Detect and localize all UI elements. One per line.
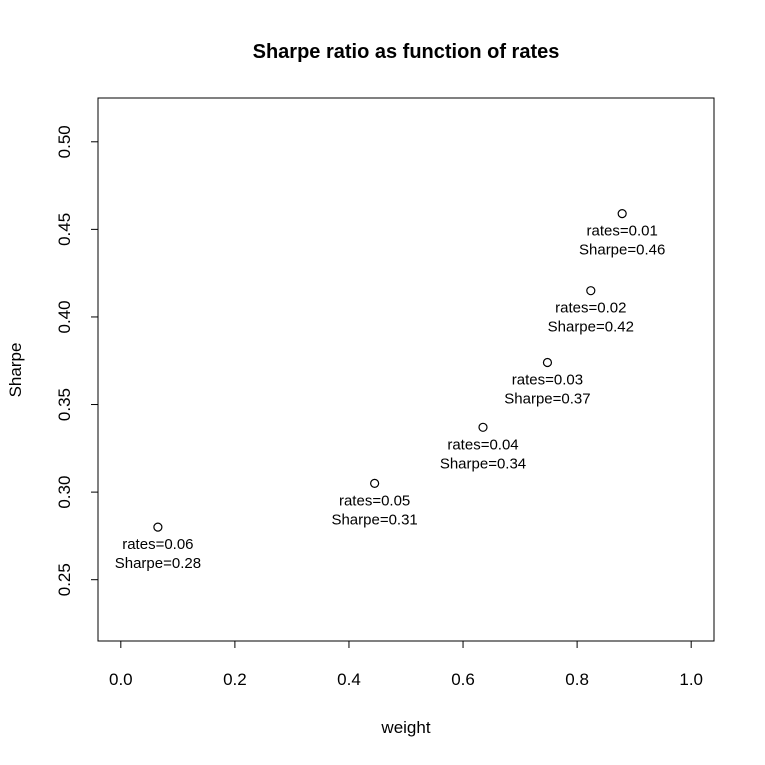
data-point	[478, 422, 488, 432]
y-tick-label: 0.45	[55, 213, 74, 246]
data-point	[586, 286, 596, 296]
x-axis: 0.0 0.2 0.4 0.6 0.8 1.0	[109, 640, 703, 689]
point-sharpe-label: Sharpe=0.46	[579, 242, 665, 259]
y-tick-label: 0.25	[55, 563, 74, 596]
y-tick-label: 0.40	[55, 300, 74, 333]
data-point	[153, 522, 163, 532]
point-rate-label: rates=0.06	[122, 536, 193, 553]
x-tick-label: 0.6	[451, 670, 475, 689]
data-point	[542, 357, 553, 368]
point-rate-label: rates=0.04	[447, 436, 518, 453]
x-tick-label: 0.0	[109, 670, 133, 689]
point-sharpe-label: Sharpe=0.42	[548, 319, 634, 336]
point-sharpe-label: Sharpe=0.34	[440, 455, 526, 472]
point-rate-label: rates=0.05	[339, 492, 410, 509]
y-axis-title: Sharpe	[6, 343, 25, 398]
x-tick-label: 0.4	[337, 670, 361, 689]
data-point	[617, 209, 627, 219]
y-tick-label: 0.30	[55, 476, 74, 509]
data-points: rates=0.06 Sharpe=0.28 rates=0.05 Sharpe=0.…	[115, 209, 665, 572]
y-tick-label: 0.50	[55, 125, 74, 158]
data-point	[370, 478, 380, 488]
point-sharpe-label: Sharpe=0.37	[504, 390, 590, 407]
x-axis-title: weight	[380, 718, 430, 737]
x-tick-label: 0.2	[223, 670, 247, 689]
point-sharpe-label: Sharpe=0.31	[331, 511, 417, 528]
x-tick-label: 1.0	[679, 670, 703, 689]
y-tick-label: 0.35	[55, 388, 74, 421]
chart-title: Sharpe ratio as function of rates	[253, 41, 560, 63]
point-sharpe-label: Sharpe=0.28	[115, 555, 201, 572]
point-rate-label: rates=0.03	[512, 371, 583, 388]
point-rate-label: rates=0.02	[555, 300, 626, 317]
y-axis: 0.25 0.30 0.35 0.40 0.45 0.50	[55, 125, 99, 596]
point-rate-label: rates=0.01	[587, 223, 658, 240]
x-tick-label: 0.8	[565, 670, 589, 689]
